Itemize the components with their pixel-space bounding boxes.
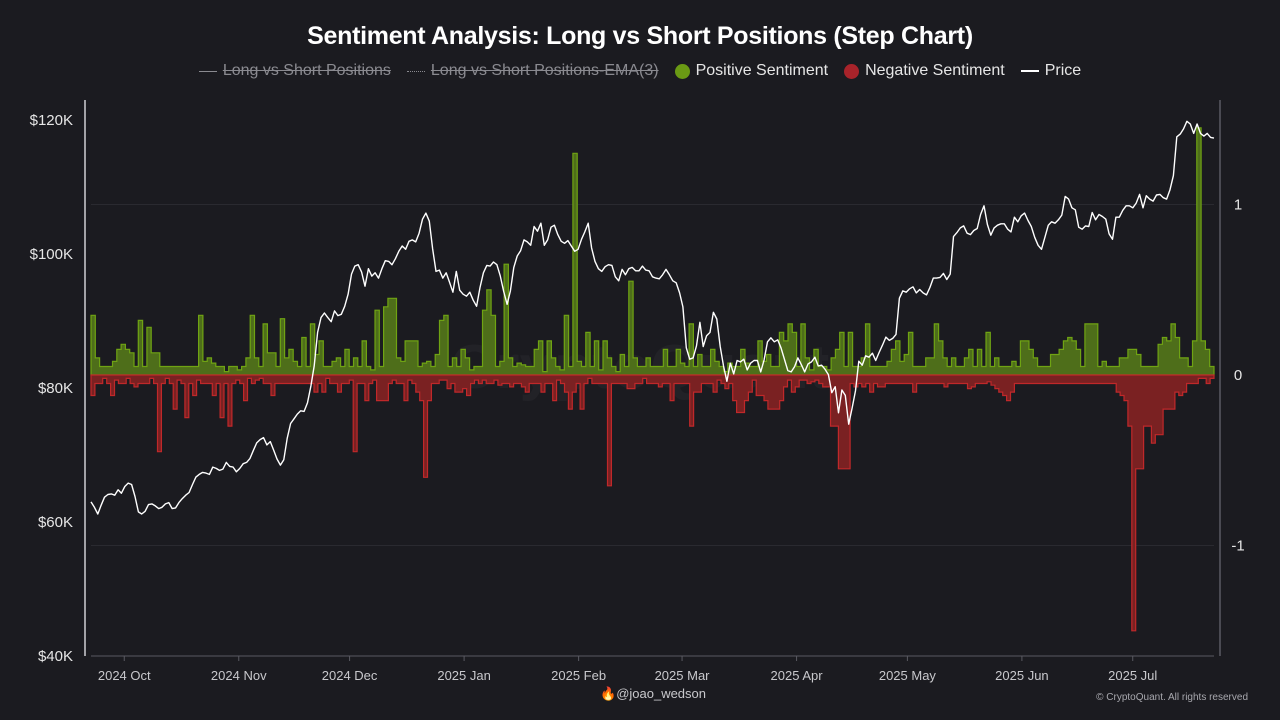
negative-sentiment-series (90, 374, 1215, 632)
legend-label: Price (1044, 62, 1082, 79)
author-credit: 🔥@joao_wedson (600, 686, 706, 702)
price-line (90, 120, 1215, 515)
x-tick-label: 2024 Oct (98, 668, 151, 683)
chart-title: Sentiment Analysis: Long vs Short Positi… (307, 22, 973, 50)
left-y-tick-label: $80K (38, 380, 73, 397)
legend-item-price[interactable]: Price (1020, 62, 1082, 80)
positive-sentiment-area (90, 127, 1215, 376)
left-y-tick-label: $100K (30, 246, 73, 263)
x-tick-label: 2025 Jan (437, 668, 491, 683)
line-swatch-icon (198, 70, 217, 72)
fire-icon: 🔥 (600, 686, 617, 701)
left-y-axis-ticks: $120K $100K $80K $60K $40K (30, 112, 73, 665)
right-y-tick-label: 0 (1234, 367, 1242, 384)
legend-label: Negative Sentiment (865, 62, 1005, 79)
right-y-tick-label: 1 (1234, 197, 1242, 214)
left-y-tick-label: $60K (38, 514, 73, 531)
x-tick-label: 2024 Nov (211, 668, 267, 683)
legend-item-long-short[interactable]: Long vs Short Positions (198, 62, 391, 80)
x-axis-ticks: 2024 Oct 2024 Nov 2024 Dec 2025 Jan 2025 Feb… (98, 656, 1157, 683)
price-series (90, 120, 1215, 515)
legend-label: Positive Sentiment (695, 62, 829, 79)
x-tick-label: 2025 May (879, 668, 937, 683)
green-dot-icon (674, 63, 690, 79)
right-y-tick-label: -1 (1231, 538, 1244, 555)
x-tick-label: 2024 Dec (322, 668, 378, 683)
left-y-tick-label: $120K (30, 112, 73, 129)
author-handle: @joao_wedson (616, 686, 707, 701)
legend-item-long-short-ema[interactable]: Long vs Short Positions-EMA(3) (406, 62, 659, 80)
legend: Long vs Short Positions Long vs Short Po… (0, 62, 1280, 80)
legend-item-positive-sentiment[interactable]: Positive Sentiment (674, 62, 829, 80)
legend-label: Long vs Short Positions-EMA(3) (430, 62, 659, 79)
axes (84, 100, 1221, 657)
right-y-axis-ticks: 1 0 -1 (1231, 197, 1244, 555)
positive-sentiment-series (90, 127, 1215, 376)
white-line-swatch-icon (1020, 70, 1039, 72)
copyright-notice: © CryptoQuant. All rights reserved (1096, 692, 1248, 703)
left-y-tick-label: $40K (38, 648, 73, 665)
x-tick-label: 2025 Apr (771, 668, 824, 683)
legend-item-negative-sentiment[interactable]: Negative Sentiment (844, 62, 1005, 80)
x-tick-label: 2025 Feb (551, 668, 606, 683)
negative-sentiment-area (90, 374, 1215, 632)
legend-label: Long vs Short Positions (222, 62, 391, 79)
x-tick-label: 2025 Mar (655, 668, 711, 683)
gridlines (91, 204, 1214, 546)
x-tick-label: 2025 Jul (1108, 668, 1157, 683)
dotted-line-swatch-icon (406, 70, 425, 72)
red-dot-icon (844, 63, 860, 79)
x-tick-label: 2025 Jun (995, 668, 1049, 683)
